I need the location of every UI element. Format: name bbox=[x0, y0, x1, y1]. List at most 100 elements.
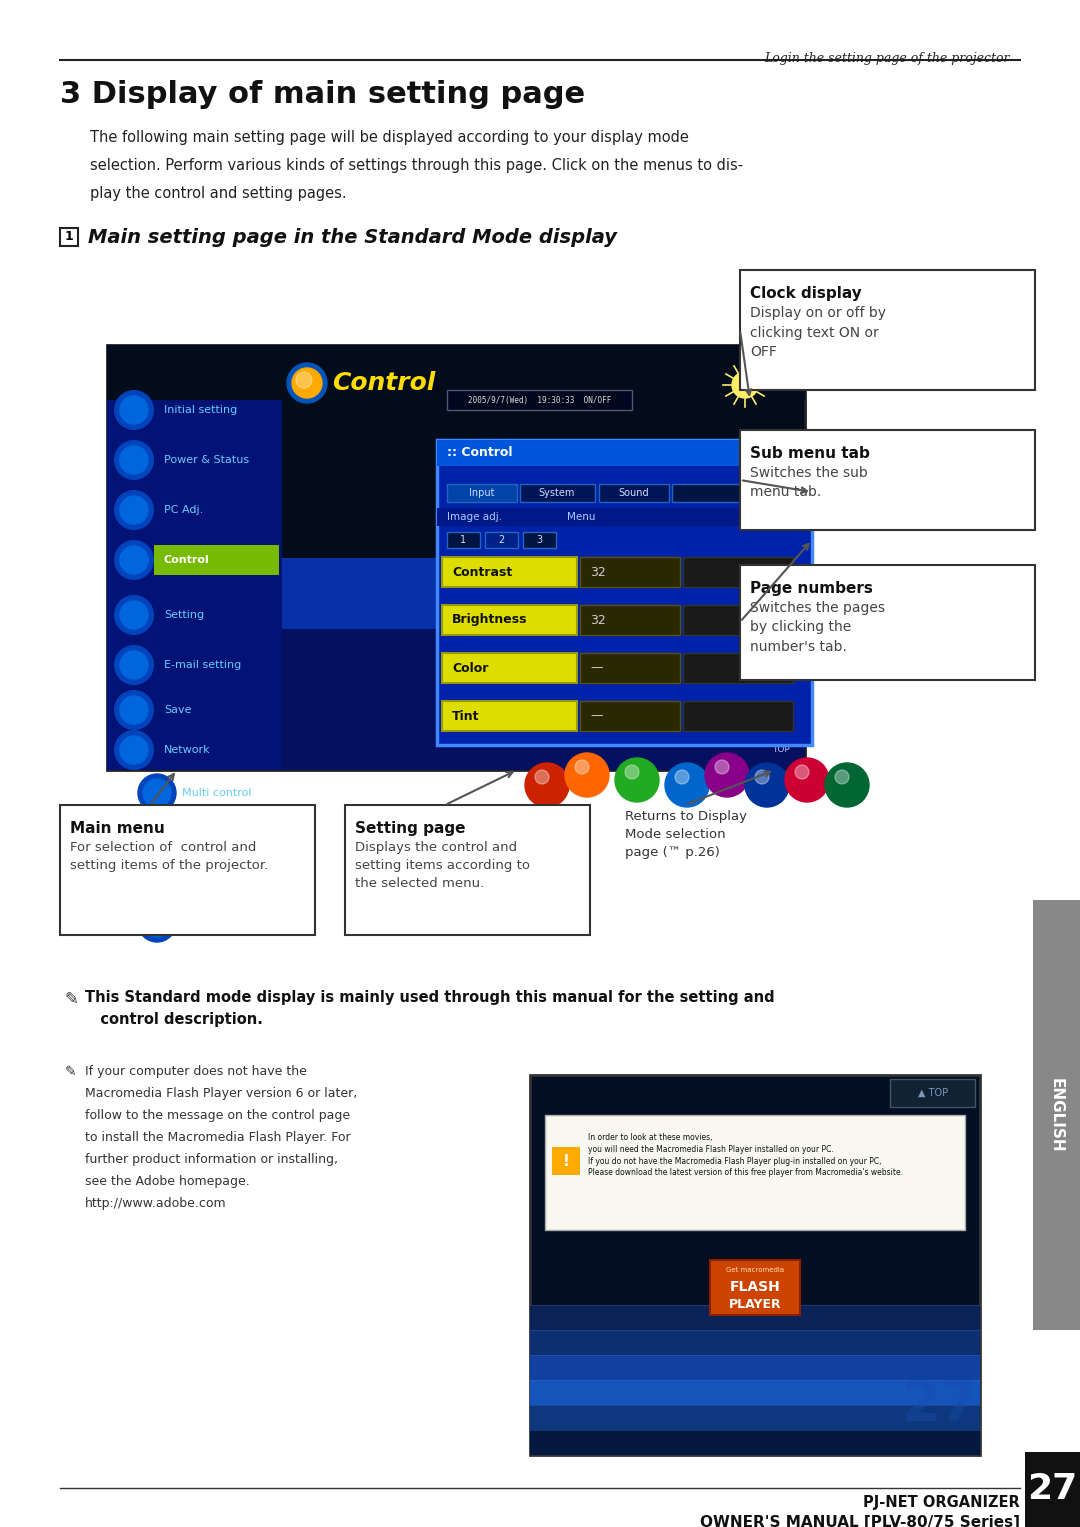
Circle shape bbox=[114, 731, 153, 770]
Text: Timer: Timer bbox=[183, 834, 214, 843]
FancyBboxPatch shape bbox=[1025, 1452, 1080, 1527]
Text: FLASH: FLASH bbox=[730, 1280, 781, 1293]
FancyBboxPatch shape bbox=[530, 1075, 980, 1455]
Text: Sound: Sound bbox=[619, 489, 649, 498]
Text: Multi control: Multi control bbox=[183, 788, 252, 799]
Text: Login the setting page of the projector: Login the setting page of the projector bbox=[765, 52, 1010, 66]
Text: Save: Save bbox=[164, 705, 191, 715]
Circle shape bbox=[138, 861, 176, 899]
Text: Main menu: Main menu bbox=[70, 822, 165, 835]
FancyBboxPatch shape bbox=[580, 654, 680, 683]
Text: PJ-NET ORGANIZER: PJ-NET ORGANIZER bbox=[863, 1495, 1020, 1510]
FancyBboxPatch shape bbox=[442, 654, 577, 683]
Circle shape bbox=[138, 818, 176, 857]
FancyBboxPatch shape bbox=[447, 531, 480, 548]
FancyBboxPatch shape bbox=[530, 1429, 980, 1455]
Text: —: — bbox=[590, 661, 603, 675]
Circle shape bbox=[732, 373, 758, 399]
Text: Main setting page in the Standard Mode display: Main setting page in the Standard Mode d… bbox=[87, 228, 617, 247]
Text: Network: Network bbox=[164, 745, 211, 754]
Text: Display on or off by
clicking text ON or
OFF: Display on or off by clicking text ON or… bbox=[750, 305, 886, 359]
Text: 1: 1 bbox=[460, 534, 467, 545]
Text: control description.: control description. bbox=[85, 1012, 262, 1028]
Text: Setting page: Setting page bbox=[355, 822, 465, 835]
FancyBboxPatch shape bbox=[530, 1380, 980, 1405]
FancyBboxPatch shape bbox=[683, 557, 793, 586]
FancyBboxPatch shape bbox=[60, 805, 315, 935]
Text: System: System bbox=[539, 489, 576, 498]
Text: Tint: Tint bbox=[453, 710, 480, 722]
FancyBboxPatch shape bbox=[107, 345, 805, 400]
Text: SNMP setting: SNMP setting bbox=[183, 918, 256, 928]
Circle shape bbox=[296, 373, 312, 388]
Text: 2: 2 bbox=[498, 534, 504, 545]
FancyBboxPatch shape bbox=[740, 270, 1035, 389]
Circle shape bbox=[114, 692, 153, 728]
Circle shape bbox=[705, 753, 750, 797]
Text: Menu: Menu bbox=[567, 512, 595, 522]
FancyBboxPatch shape bbox=[710, 1260, 800, 1315]
FancyBboxPatch shape bbox=[437, 440, 812, 745]
Circle shape bbox=[565, 753, 609, 797]
Text: 2005/9/7(Wed)  19:30:33  ON/OFF: 2005/9/7(Wed) 19:30:33 ON/OFF bbox=[469, 395, 611, 405]
FancyBboxPatch shape bbox=[345, 805, 590, 935]
Text: For selection of  control and
setting items of the projector.: For selection of control and setting ite… bbox=[70, 841, 268, 872]
Circle shape bbox=[120, 496, 148, 524]
Text: http://www.adobe.com: http://www.adobe.com bbox=[85, 1197, 227, 1209]
Text: Displays the control and
setting items according to
the selected menu.: Displays the control and setting items a… bbox=[355, 841, 530, 890]
FancyBboxPatch shape bbox=[580, 605, 680, 635]
Text: Initial setting: Initial setting bbox=[164, 405, 238, 415]
FancyBboxPatch shape bbox=[530, 1330, 980, 1354]
Circle shape bbox=[625, 765, 639, 779]
FancyBboxPatch shape bbox=[447, 389, 632, 411]
FancyBboxPatch shape bbox=[447, 484, 517, 502]
Circle shape bbox=[114, 646, 153, 684]
Circle shape bbox=[114, 541, 153, 579]
Text: 27: 27 bbox=[902, 1377, 978, 1432]
Text: If your computer does not have the: If your computer does not have the bbox=[85, 1064, 307, 1078]
Text: Power & Status: Power & Status bbox=[164, 455, 249, 466]
Text: ✎: ✎ bbox=[65, 989, 79, 1008]
Text: This Standard mode display is mainly used through this manual for the setting an: This Standard mode display is mainly use… bbox=[85, 989, 774, 1005]
Text: Color: Color bbox=[453, 661, 488, 675]
FancyBboxPatch shape bbox=[530, 1405, 980, 1429]
FancyBboxPatch shape bbox=[545, 1115, 966, 1231]
Text: see the Adobe homepage.: see the Adobe homepage. bbox=[85, 1174, 249, 1188]
FancyBboxPatch shape bbox=[683, 605, 793, 635]
FancyBboxPatch shape bbox=[107, 345, 805, 770]
Text: follow to the message on the control page: follow to the message on the control pag… bbox=[85, 1109, 350, 1122]
Text: PLAYER: PLAYER bbox=[729, 1298, 781, 1310]
FancyBboxPatch shape bbox=[683, 701, 793, 731]
FancyBboxPatch shape bbox=[740, 565, 1035, 680]
Circle shape bbox=[575, 760, 589, 774]
Text: ENGLISH: ENGLISH bbox=[1049, 1078, 1064, 1153]
FancyBboxPatch shape bbox=[107, 345, 282, 770]
Text: OWNER'S MANUAL [PLV-80/75 Series]: OWNER'S MANUAL [PLV-80/75 Series] bbox=[700, 1515, 1020, 1527]
Text: Sub menu tab: Sub menu tab bbox=[750, 446, 869, 461]
Circle shape bbox=[755, 770, 769, 783]
Text: ▲ TOP: ▲ TOP bbox=[918, 1089, 948, 1098]
Circle shape bbox=[292, 368, 322, 399]
Circle shape bbox=[745, 764, 789, 806]
Text: Information: Information bbox=[183, 875, 246, 886]
FancyBboxPatch shape bbox=[442, 557, 577, 586]
FancyBboxPatch shape bbox=[1032, 899, 1080, 1330]
Text: Image adj.: Image adj. bbox=[447, 512, 502, 522]
Text: Clock display: Clock display bbox=[750, 286, 862, 301]
Circle shape bbox=[143, 825, 171, 852]
FancyBboxPatch shape bbox=[683, 654, 793, 683]
FancyBboxPatch shape bbox=[599, 484, 669, 502]
Circle shape bbox=[120, 696, 148, 724]
Circle shape bbox=[143, 866, 171, 893]
Circle shape bbox=[114, 391, 153, 429]
Text: :: Control: :: Control bbox=[447, 446, 513, 460]
Text: 27: 27 bbox=[1027, 1472, 1077, 1506]
Text: Brightness: Brightness bbox=[453, 614, 527, 626]
FancyBboxPatch shape bbox=[740, 431, 1035, 530]
Circle shape bbox=[675, 770, 689, 783]
Circle shape bbox=[525, 764, 569, 806]
FancyBboxPatch shape bbox=[580, 557, 680, 586]
FancyBboxPatch shape bbox=[580, 701, 680, 731]
Circle shape bbox=[114, 492, 153, 528]
Text: 3 Display of main setting page: 3 Display of main setting page bbox=[60, 79, 585, 108]
